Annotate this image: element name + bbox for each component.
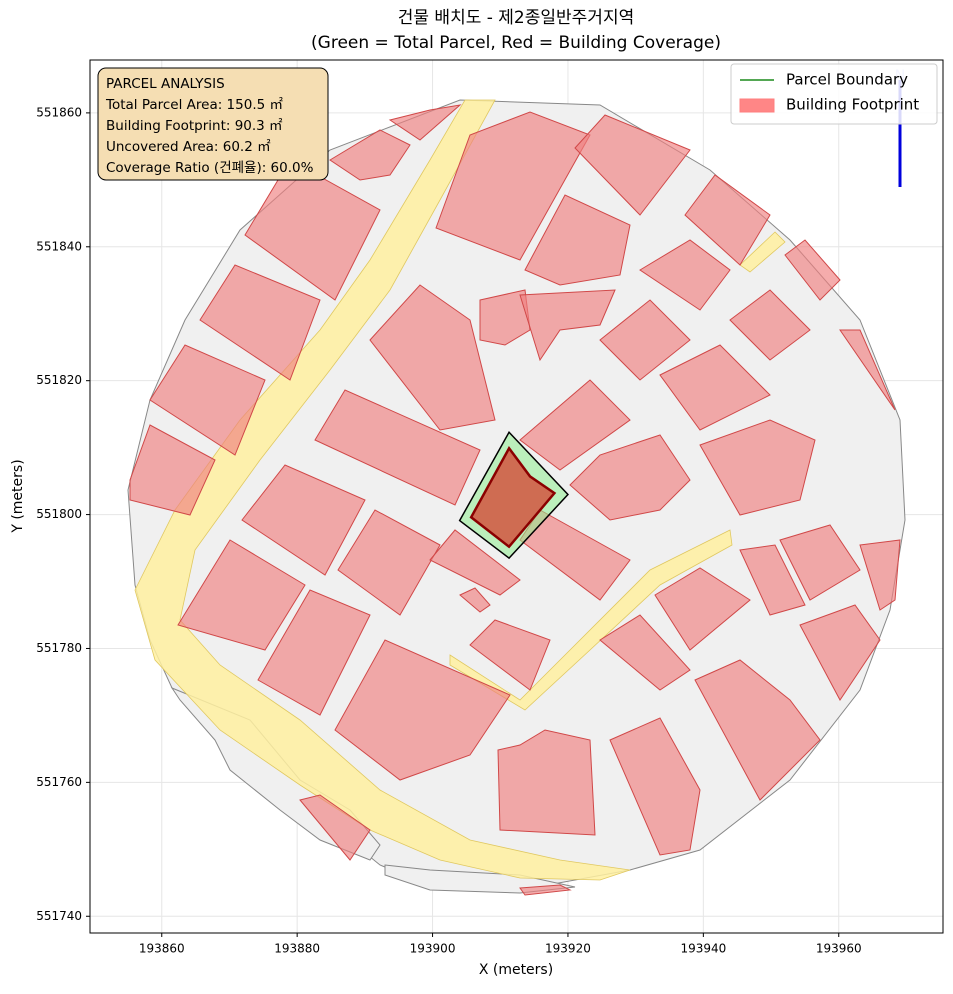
building	[524, 194, 631, 286]
building	[639, 239, 731, 311]
building	[659, 344, 771, 431]
building	[684, 174, 771, 266]
legend-label: Building Footprint	[786, 96, 919, 114]
building	[859, 539, 901, 611]
x-tick-label: 193900	[410, 942, 456, 956]
road	[739, 231, 786, 273]
building	[519, 884, 572, 896]
legend-swatch	[739, 98, 775, 113]
building	[129, 424, 216, 516]
building	[599, 614, 691, 691]
building	[244, 159, 381, 301]
legend-box	[730, 63, 938, 125]
legend-label: Parcel Boundary	[786, 71, 908, 89]
building	[519, 379, 631, 471]
building	[654, 567, 751, 651]
building	[574, 114, 691, 216]
annotation-line: Total Parcel Area: 150.5 ㎡	[105, 97, 283, 113]
y-tick-label: 551740	[36, 909, 82, 923]
target-building	[469, 445, 557, 549]
y-axis-label: Y (meters)	[10, 459, 26, 533]
legend: Parcel Boundary Building Footprint	[730, 63, 938, 125]
building	[199, 264, 321, 381]
x-tick-label: 193940	[680, 942, 726, 956]
building	[435, 111, 591, 261]
annotation-box: PARCEL ANALYSIS Total Parcel Area: 150.5…	[97, 67, 329, 181]
annotation-line: Building Footprint: 90.3 ㎡	[106, 118, 283, 134]
building	[369, 284, 496, 431]
annotation-line: PARCEL ANALYSIS	[106, 76, 225, 92]
building	[469, 619, 551, 691]
y-tick-label: 551800	[36, 507, 82, 521]
building	[337, 509, 441, 616]
building	[459, 587, 491, 613]
building	[479, 289, 531, 346]
highlight	[458, 430, 569, 560]
chart-title: 건물 배치도 - 제2종일반주거지역	[398, 8, 634, 28]
building	[257, 589, 371, 716]
x-tick-label: 193920	[545, 942, 591, 956]
building	[299, 794, 371, 861]
x-tick-label: 193880	[274, 942, 320, 956]
building	[569, 434, 691, 521]
building	[729, 289, 811, 361]
y-tick-label: 551840	[36, 239, 82, 253]
building	[699, 419, 816, 516]
y-tick-label: 551760	[36, 775, 82, 789]
building	[599, 299, 691, 381]
building	[314, 389, 481, 506]
plot-frame	[89, 59, 944, 934]
building	[388, 104, 462, 141]
building	[779, 524, 861, 601]
x-tick-label: 193960	[816, 942, 862, 956]
y-tick-label: 551860	[36, 105, 82, 119]
building	[241, 464, 366, 576]
building	[609, 717, 701, 856]
y-tick-label: 551780	[36, 641, 82, 655]
road	[134, 99, 631, 881]
chart-subtitle: (Green = Total Parcel, Red = Building Co…	[311, 33, 721, 53]
building	[694, 659, 821, 801]
building	[497, 729, 596, 836]
building	[149, 344, 266, 456]
y-tick-label: 551820	[36, 373, 82, 387]
building	[799, 604, 881, 701]
annotation-line: Coverage Ratio (건폐율): 60.0%	[106, 160, 314, 176]
x-axis-label: X (meters)	[479, 962, 553, 978]
building	[329, 129, 411, 181]
building	[429, 529, 521, 596]
building	[177, 539, 306, 651]
building	[519, 289, 616, 362]
building	[334, 639, 511, 781]
annotation-line: Uncovered Area: 60.2 ㎡	[106, 139, 271, 155]
annotation-background	[97, 67, 329, 181]
building	[784, 239, 841, 301]
x-tick-label: 193860	[139, 942, 185, 956]
building	[739, 544, 806, 616]
building	[839, 329, 896, 411]
